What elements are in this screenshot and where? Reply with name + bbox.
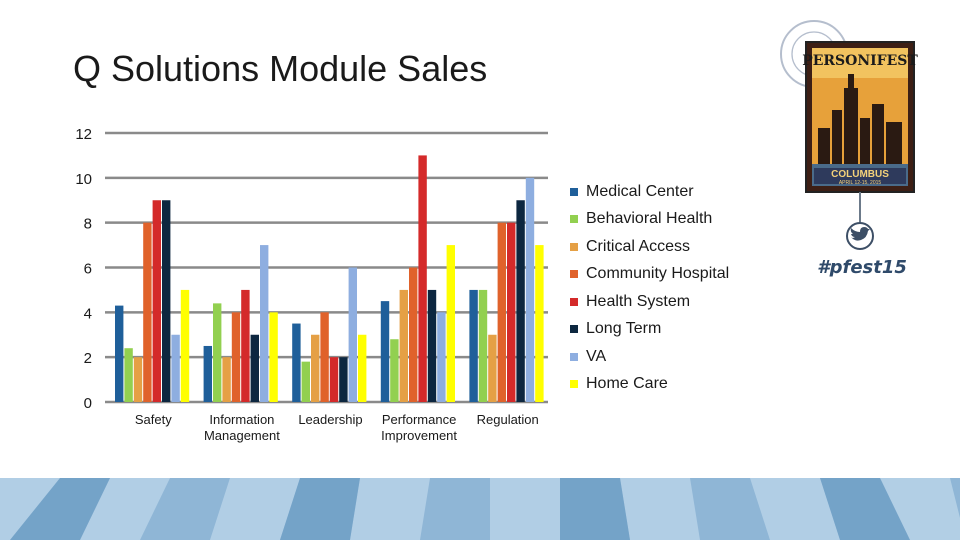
legend-label: Medical Center [586,182,694,200]
bar-critical-access [311,334,320,402]
bar-health-system [507,222,516,402]
bar-critical-access [222,357,231,402]
bar-community-hospital [231,312,241,402]
legend-label: Community Hospital [586,265,730,283]
y-tick-label: 8 [84,216,92,233]
legend-item: Health System [570,288,729,316]
bar-health-system [241,289,250,402]
legend-swatch [570,215,578,224]
legend-label: Home Care [586,375,668,393]
logo-city-text: COLUMBUS [831,169,889,180]
bar-medical-center [469,289,478,402]
legend-item: Community Hospital [570,261,729,289]
y-tick-label: 6 [84,261,92,278]
bar-va [348,267,357,402]
y-tick-label: 4 [84,305,92,322]
x-tick-label: Performance [382,412,456,427]
x-tick-label: Regulation [477,412,539,427]
personifest-logo: PERSONIFEST COLUMBUS APRIL 12-15, 2015 #… [780,20,918,278]
bar-home-care [535,245,544,402]
bar-long-term [516,200,525,402]
bar-health-system [329,357,339,402]
page-title: Q Solutions Module Sales [73,48,488,89]
bar-community-hospital [497,222,506,402]
bar-long-term [162,200,171,402]
x-tick-label: Management [204,428,280,443]
bar-behavioral-health [390,339,399,402]
legend-label: Critical Access [586,237,691,255]
bar-home-care [180,289,190,402]
bar-health-system [152,200,161,402]
bar-long-term [339,357,348,402]
bar-medical-center [380,301,390,402]
bar-behavioral-health [213,303,222,402]
legend-item: Home Care [570,371,729,399]
bar-va [437,312,446,402]
bar-behavioral-health [301,361,310,402]
logo-brand-text: PERSONIFEST [802,53,918,69]
y-tick-label: 12 [75,126,92,143]
bar-critical-access [399,289,408,402]
legend-swatch [570,352,578,361]
bar-long-term [427,289,437,402]
twitter-icon [850,227,870,241]
bar-medical-center [203,345,212,402]
bar-health-system [418,155,427,402]
chart-legend: Medical Center Behavioral Health Critical … [570,178,729,398]
bar-community-hospital [320,312,329,402]
legend-item: Critical Access [570,233,729,261]
footer-banner [0,478,960,540]
legend-swatch [570,270,578,279]
legend-label: Long Term [586,320,662,338]
bars [115,155,544,402]
legend-swatch [570,325,578,334]
legend-item: Medical Center [570,178,729,206]
hashtag-text: #pfest15 [817,257,907,278]
bar-long-term [250,334,259,402]
bar-home-care [446,245,455,402]
logo-dates-text: APRIL 12-15, 2015 [839,180,882,186]
y-tick-label: 0 [84,395,92,412]
bar-medical-center [115,305,124,402]
legend-label: Health System [586,292,691,310]
bar-va [260,245,269,402]
y-tick-label: 10 [75,171,92,188]
bar-home-care [358,334,367,402]
bar-va [171,334,180,402]
legend-item: VA [570,343,729,371]
legend-swatch [570,297,578,306]
x-tick-label: Improvement [381,428,457,443]
bar-behavioral-health [124,348,133,402]
bar-community-hospital [409,267,418,402]
legend-item: Long Term [570,316,729,344]
bar-critical-access [133,357,143,402]
x-tick-label: Leadership [298,412,362,427]
x-tick-label: Information [209,412,274,427]
x-tick-label: Safety [135,412,172,427]
legend-swatch [570,380,578,389]
bar-medical-center [292,323,301,402]
bar-community-hospital [143,222,152,402]
skyline-graphic [818,74,902,168]
legend-label: VA [586,347,607,365]
bar-critical-access [488,334,497,402]
bar-home-care [269,312,278,402]
legend-label: Behavioral Health [586,210,713,228]
legend-item: Behavioral Health [570,206,729,234]
bar-va [525,177,535,402]
y-tick-label: 2 [84,350,92,367]
legend-swatch [570,242,578,251]
bar-behavioral-health [478,289,488,402]
legend-swatch [570,187,578,196]
